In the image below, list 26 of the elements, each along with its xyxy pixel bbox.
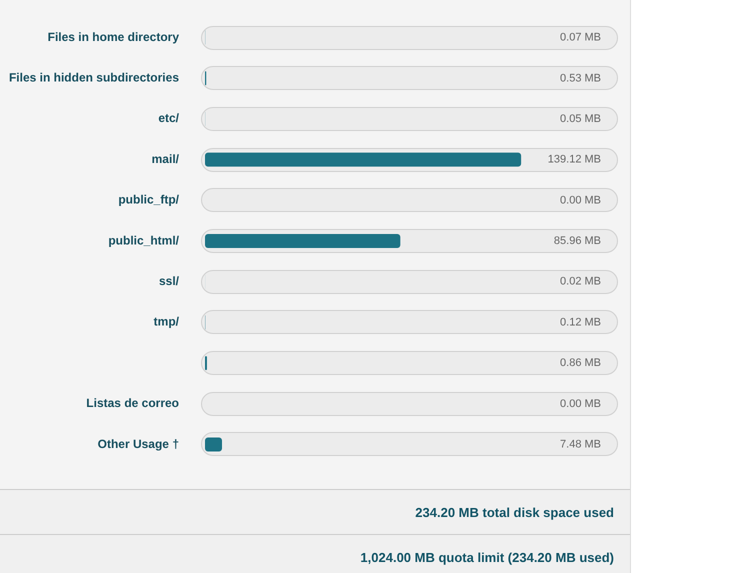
data-label: 0.12 MB — [560, 316, 601, 328]
y-tick-label: ssl/ — [158, 274, 180, 288]
data-label: 85.96 MB — [554, 235, 601, 248]
y-tick-label: Files in hidden subdirectories — [8, 70, 180, 85]
y-tick-label: mail/ — [152, 152, 180, 166]
text: 234.20 MB total disk space used — [0, 489, 630, 534]
y-tick-label: public_html/ — [108, 233, 180, 248]
text: 1,024.00 MB quota limit (234.20 MB used) — [0, 534, 630, 573]
data-label: 0.05 MB — [560, 112, 601, 125]
bar — [205, 437, 222, 452]
bar — [205, 152, 522, 167]
data-label: 0.53 MB — [560, 72, 601, 84]
y-tick-label: etc/ — [158, 111, 180, 126]
y-tick-label: public_ftp/ — [118, 192, 180, 207]
data-label: 0.00 MB — [560, 398, 601, 410]
data-label: 0.02 MB — [560, 276, 601, 288]
data-label: 0.07 MB — [560, 32, 601, 44]
data-label: 7.48 MB — [560, 438, 601, 450]
data-label: 0.00 MB — [560, 194, 601, 206]
y-tick-label: tmp/ — [154, 314, 180, 329]
data-label: 0.86 MB — [560, 357, 601, 370]
y-tick-label: Other Usage † — [98, 436, 179, 451]
data-label: 139.12 MB — [548, 154, 601, 166]
bar — [205, 234, 400, 248]
y-tick-label: Files in home directory — [48, 30, 180, 44]
y-tick-label: Listas de correo — [86, 396, 179, 410]
